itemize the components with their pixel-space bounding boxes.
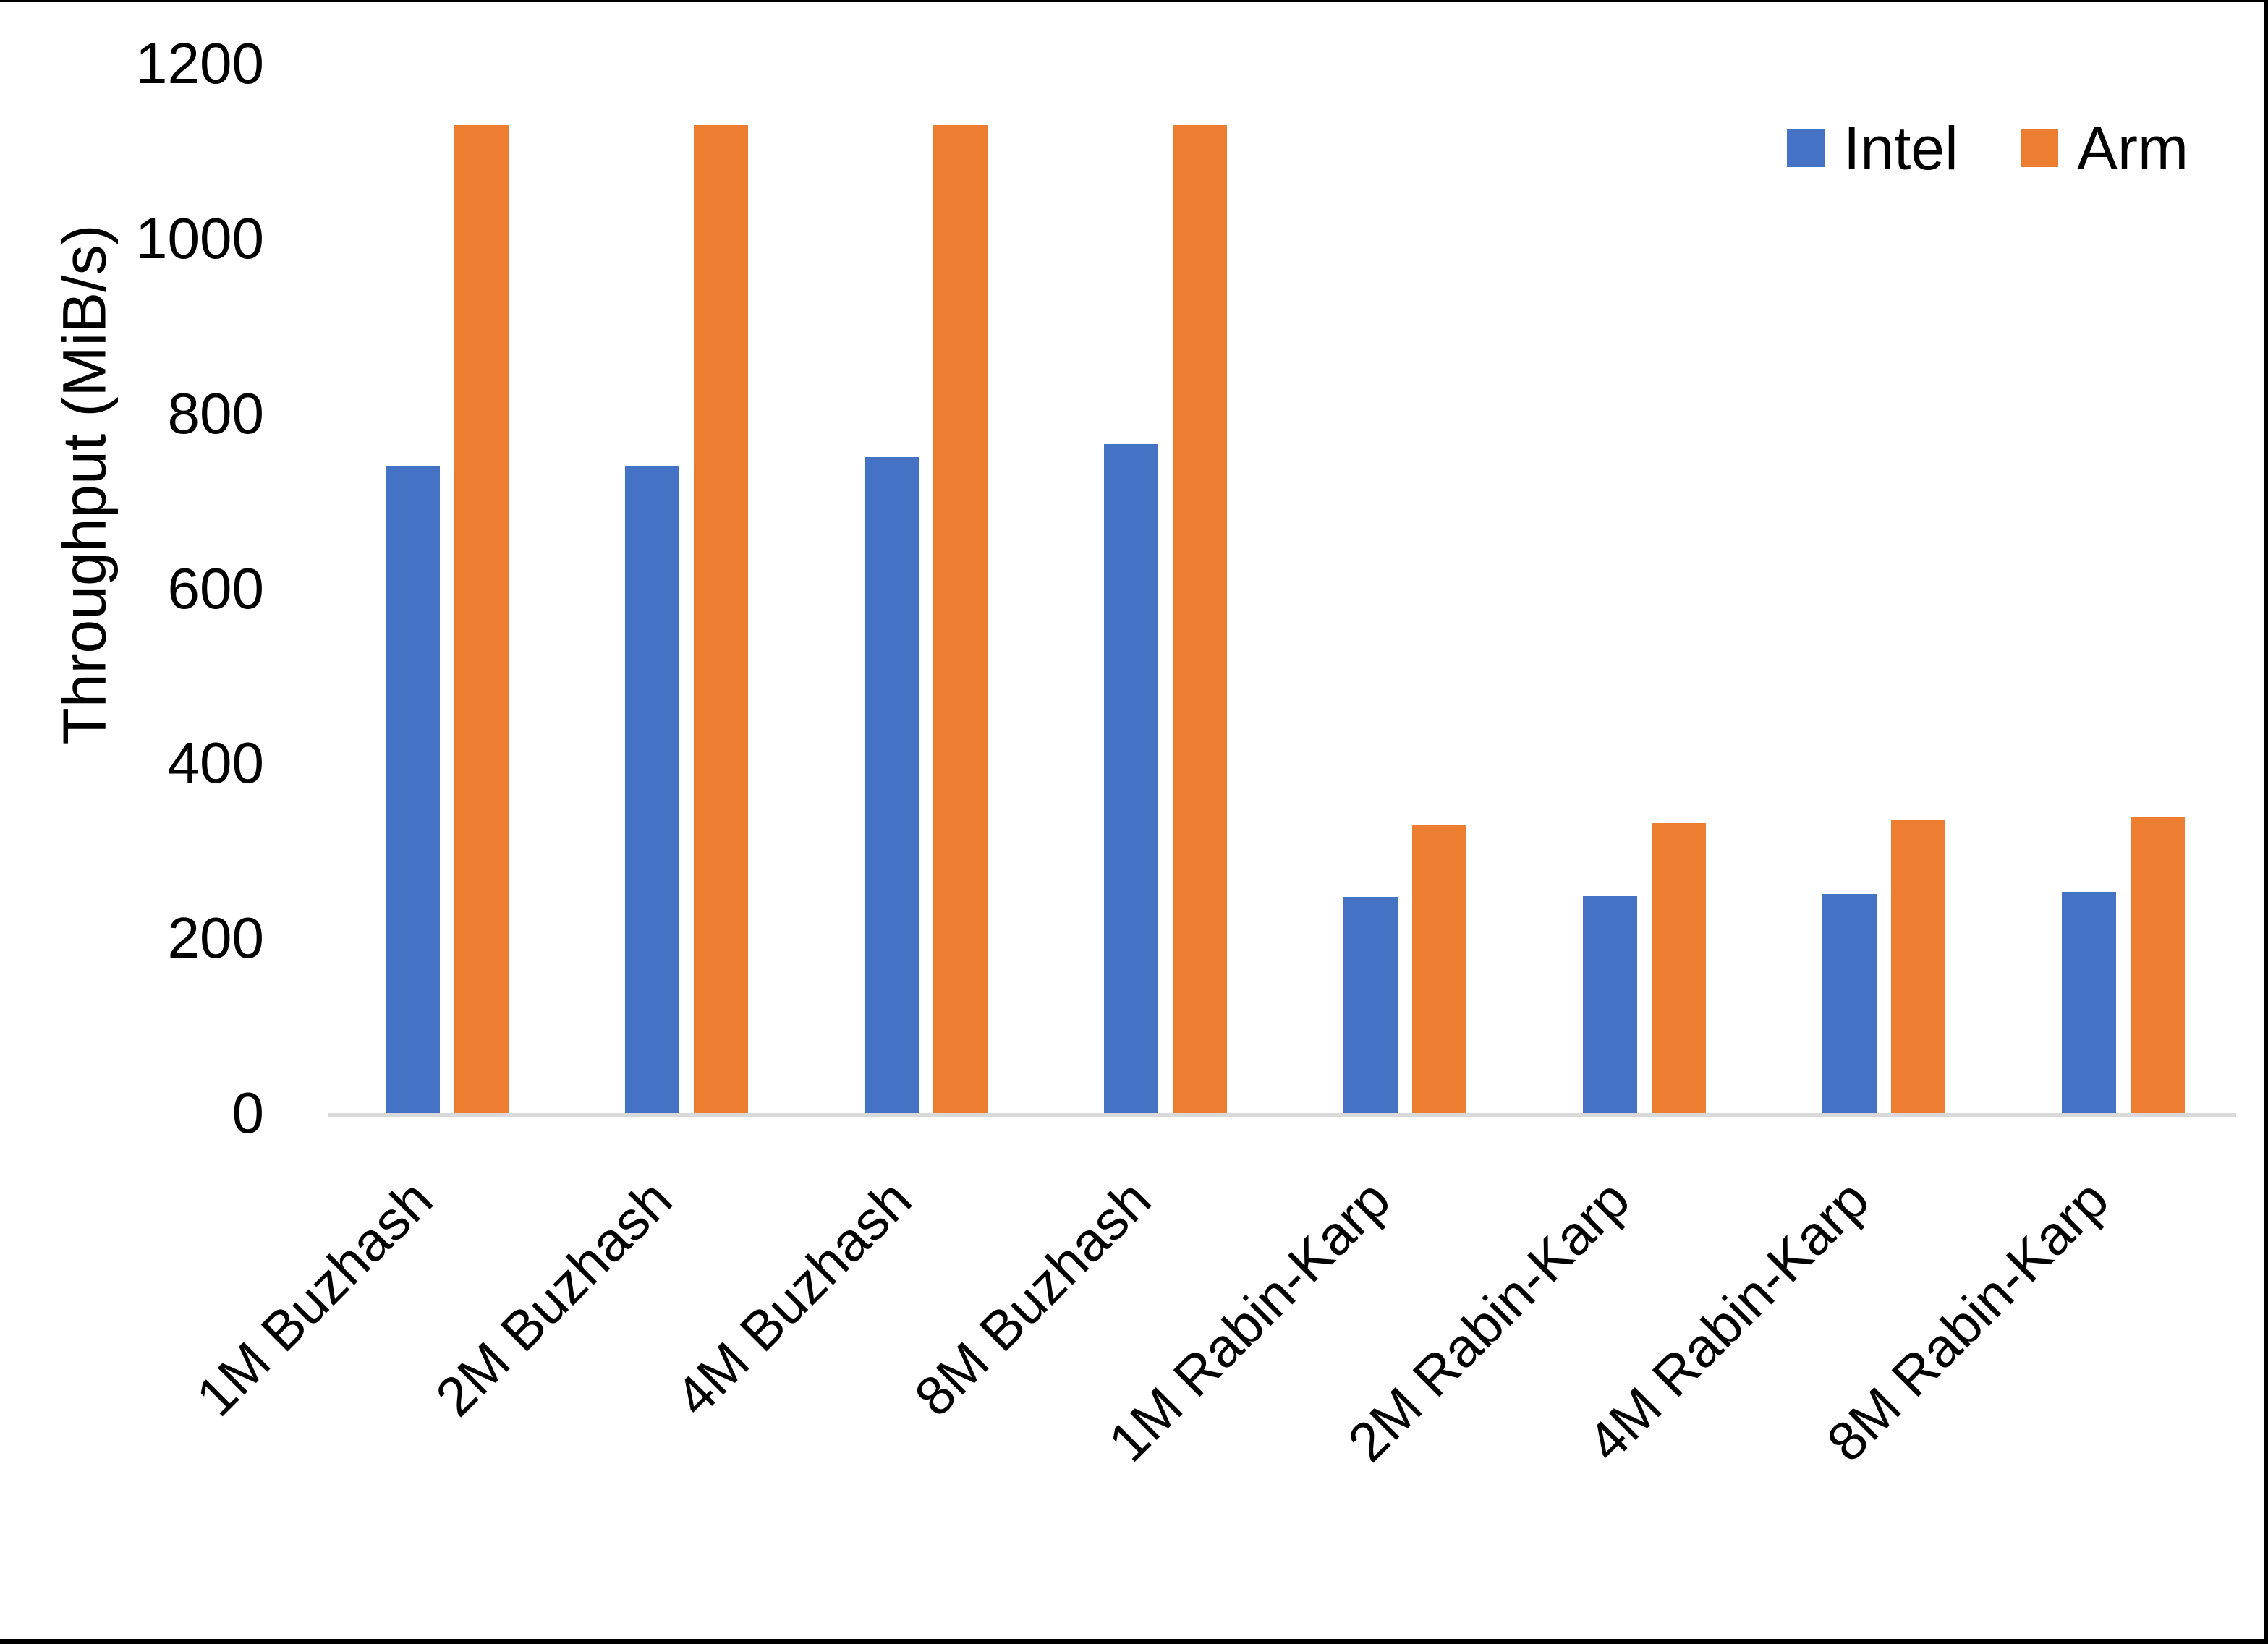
- y-tick-label: 0: [232, 1081, 265, 1145]
- x-tick-label: 4M Buzhash: [663, 1168, 923, 1428]
- y-tick-label: 200: [167, 906, 264, 971]
- x-tick-label: 8M Buzhash: [902, 1168, 1163, 1428]
- bar-arm-2m-buzhash: [694, 125, 748, 1113]
- bar-arm-4m-rabin-karp: [1891, 820, 1945, 1113]
- y-tick-label: 1000: [135, 206, 264, 271]
- bar-arm-2m-rabin-karp: [1652, 823, 1706, 1113]
- bar-arm-1m-buzhash: [454, 125, 509, 1113]
- bar-arm-1m-rabin-karp: [1412, 825, 1466, 1113]
- bar-arm-8m-buzhash: [1173, 125, 1227, 1113]
- legend-swatch-intel: [1787, 129, 1825, 167]
- legend-item-intel: Intel: [1787, 114, 1958, 182]
- bar-intel-4m-buzhash: [865, 457, 919, 1113]
- screenshot-border-right: [2264, 0, 2268, 1644]
- y-axis-title: Throughput (MiB/s): [50, 224, 119, 745]
- y-tick-label: 1200: [135, 31, 264, 96]
- bar-intel-1m-rabin-karp: [1343, 897, 1398, 1113]
- legend-label-arm: Arm: [2077, 114, 2188, 182]
- y-tick-label: 600: [167, 555, 264, 621]
- x-tick-label: 2M Buzhash: [423, 1168, 684, 1428]
- bar-intel-1m-buzhash: [386, 466, 440, 1113]
- bar-intel-2m-rabin-karp: [1583, 896, 1637, 1113]
- x-axis-line: [328, 1113, 2236, 1117]
- screenshot-border-bottom: [0, 1639, 2268, 1644]
- bar-intel-4m-rabin-karp: [1822, 894, 1877, 1113]
- legend-item-arm: Arm: [2021, 114, 2188, 182]
- x-tick-label: 1M Buzhash: [184, 1168, 444, 1428]
- bar-intel-8m-rabin-karp: [2062, 892, 2116, 1113]
- legend-swatch-arm: [2021, 129, 2058, 167]
- legend-label-intel: Intel: [1843, 114, 1958, 182]
- bar-arm-4m-buzhash: [933, 125, 988, 1113]
- bar-intel-2m-buzhash: [625, 466, 679, 1113]
- bar-intel-8m-buzhash: [1104, 444, 1158, 1113]
- y-tick-label: 800: [167, 380, 264, 446]
- screenshot-border-top: [0, 0, 2268, 2]
- bar-arm-8m-rabin-karp: [2131, 817, 2185, 1113]
- y-tick-label: 400: [167, 731, 264, 796]
